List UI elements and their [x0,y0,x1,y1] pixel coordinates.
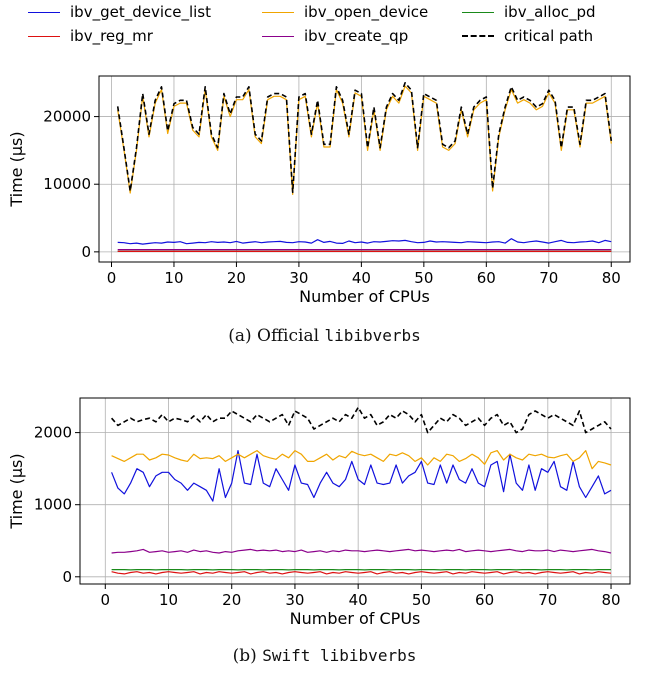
x-tick-label: 40 [352,269,371,287]
x-axis-label: Number of CPUs [290,609,421,628]
legend-swatch [462,11,494,13]
x-tick-label: 0 [101,591,111,609]
legend-swatch [262,11,294,13]
x-axis-label: Number of CPUs [299,287,430,302]
series-line-ibv-reg-mr [111,571,612,575]
plot-frame [98,75,631,263]
legend-swatch [28,35,60,37]
x-tick-label: 40 [349,591,368,609]
caption-b-prefix: (b) [232,646,257,666]
y-axis-label: Time (μs) [7,453,26,529]
x-tick-label: 30 [285,591,304,609]
legend: ibv_get_device_list ibv_open_device ibv_al… [0,0,649,52]
x-tick-label: 20 [227,269,246,287]
legend-swatch [462,35,494,37]
legend-swatch [262,35,294,37]
caption-b: (b) Swift libibverbs [0,646,649,666]
series-line-ibv-open-device [117,85,612,195]
x-tick-label: 80 [601,591,620,609]
x-tick-label: 20 [222,591,241,609]
x-tick-label: 30 [289,269,308,287]
y-tick-label: 2000 [34,424,72,442]
x-tick-label: 50 [414,269,433,287]
chart-b: 0 10 20 30 40 50 60 70 80 0 1000 2000 Number of CPUs… [7,397,631,628]
y-tick-label: 1000 [34,496,72,514]
legend-item-ibv-alloc-pd: ibv_alloc_pd [462,3,596,21]
y-tick-label: 0 [62,568,72,586]
x-tick-label: 50 [412,591,431,609]
legend-label: ibv_open_device [304,3,429,21]
y-tick-label: 0 [81,243,91,261]
series-line-ibv-get-device-list [117,238,612,245]
x-tick-label: 70 [538,591,557,609]
legend-item-ibv-get-device-list: ibv_get_device_list [28,3,211,21]
x-tick-label: 10 [159,591,178,609]
y-tick-label: 10000 [43,175,91,193]
series-line-ibv-open-device [111,449,612,470]
legend-item-ibv-reg-mr: ibv_reg_mr [28,27,153,45]
series-line-ibv-create-qp [111,548,612,554]
legend-label: ibv_reg_mr [70,27,153,45]
caption-b-code: Swift libibverbs [262,646,417,665]
legend-label: ibv_alloc_pd [504,3,596,21]
series-line-critical-path [116,81,613,194]
legend-label: ibv_get_device_list [70,3,211,21]
legend-label: ibv_create_qp [304,27,409,45]
x-tick-label: 10 [164,269,183,287]
caption-a-prefix: (a) Official [228,326,320,346]
y-axis-label: Time (μs) [7,131,26,207]
x-tick-label: 70 [539,269,558,287]
series-line-ibv-get-device-list [111,449,612,502]
legend-label: critical path [504,27,594,45]
x-tick-label: 60 [475,591,494,609]
caption-a-code: libibverbs [324,326,421,345]
caption-a: (a) Official libibverbs [0,326,649,346]
plot-frame [79,397,631,585]
legend-item-critical-path: critical path [462,27,593,45]
x-tick-label: 60 [477,269,496,287]
y-tick-label: 20000 [43,108,91,126]
legend-swatch [28,11,60,13]
x-tick-label: 80 [602,269,621,287]
series-line-critical-path [110,406,612,434]
legend-item-ibv-open-device: ibv_open_device [262,3,428,21]
chart-a: 0 10 20 30 40 50 60 70 80 0 10000 20000 Number of CP… [7,75,631,302]
legend-item-ibv-create-qp: ibv_create_qp [262,27,408,45]
x-tick-label: 0 [107,269,117,287]
